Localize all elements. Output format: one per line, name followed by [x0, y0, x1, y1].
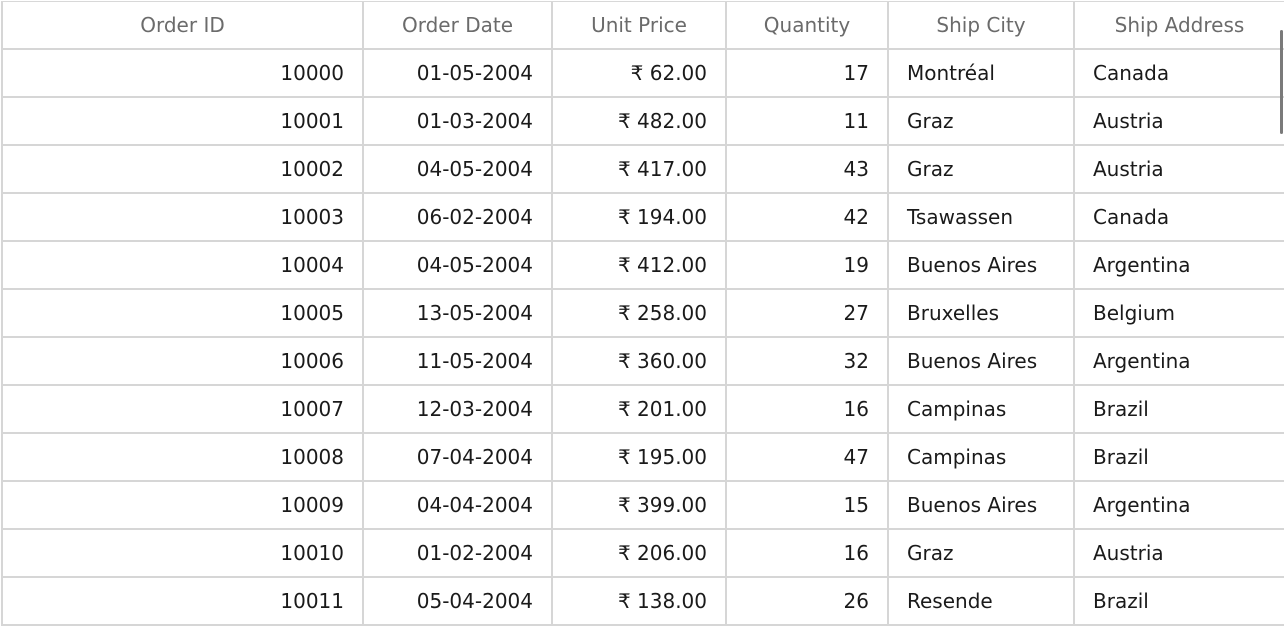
- cell-ship-address[interactable]: Brazil: [1075, 386, 1284, 434]
- cell-ship-city[interactable]: Graz: [889, 530, 1075, 578]
- cell-order-id[interactable]: 10002: [1, 146, 364, 194]
- cell-ship-city[interactable]: Bruxelles: [889, 290, 1075, 338]
- column-header-order-id[interactable]: Order ID: [1, 2, 364, 50]
- cell-ship-city[interactable]: Campinas: [889, 386, 1075, 434]
- cell-order-id[interactable]: 10001: [1, 98, 364, 146]
- cell-order-date[interactable]: 05-04-2004: [364, 578, 553, 626]
- table-row[interactable]: 10010 01-02-2004 ₹ 206.00 16 Graz Austria: [1, 530, 1284, 578]
- cell-order-date[interactable]: 04-04-2004: [364, 482, 553, 530]
- cell-ship-city[interactable]: Graz: [889, 146, 1075, 194]
- cell-quantity[interactable]: 17: [727, 50, 889, 98]
- table-row[interactable]: 10002 04-05-2004 ₹ 417.00 43 Graz Austria: [1, 146, 1284, 194]
- cell-order-date[interactable]: 01-05-2004: [364, 50, 553, 98]
- cell-quantity[interactable]: 43: [727, 146, 889, 194]
- cell-unit-price[interactable]: ₹ 201.00: [553, 386, 727, 434]
- cell-order-date[interactable]: 12-03-2004: [364, 386, 553, 434]
- header-row: Order ID Order Date Unit Price Quantity …: [1, 1, 1284, 50]
- cell-quantity[interactable]: 27: [727, 290, 889, 338]
- cell-unit-price[interactable]: ₹ 194.00: [553, 194, 727, 242]
- cell-unit-price[interactable]: ₹ 360.00: [553, 338, 727, 386]
- cell-unit-price[interactable]: ₹ 399.00: [553, 482, 727, 530]
- cell-order-id[interactable]: 10003: [1, 194, 364, 242]
- table-row[interactable]: 10000 01-05-2004 ₹ 62.00 17 Montréal Canada: [1, 50, 1284, 98]
- cell-order-date[interactable]: 01-02-2004: [364, 530, 553, 578]
- cell-ship-city[interactable]: Buenos Aires: [889, 338, 1075, 386]
- cell-order-id[interactable]: 10009: [1, 482, 364, 530]
- cell-quantity[interactable]: 15: [727, 482, 889, 530]
- cell-ship-address[interactable]: Brazil: [1075, 434, 1284, 482]
- column-header-unit-price[interactable]: Unit Price: [553, 2, 727, 50]
- cell-ship-address[interactable]: Belgium: [1075, 290, 1284, 338]
- table-row[interactable]: 10005 13-05-2004 ₹ 258.00 27 Bruxelles Belgiu…: [1, 290, 1284, 338]
- cell-ship-address[interactable]: Austria: [1075, 98, 1284, 146]
- cell-order-date[interactable]: 13-05-2004: [364, 290, 553, 338]
- cell-ship-city[interactable]: Resende: [889, 578, 1075, 626]
- cell-quantity[interactable]: 11: [727, 98, 889, 146]
- cell-unit-price[interactable]: ₹ 412.00: [553, 242, 727, 290]
- cell-unit-price[interactable]: ₹ 258.00: [553, 290, 727, 338]
- cell-ship-city[interactable]: Montréal: [889, 50, 1075, 98]
- vertical-scrollbar-thumb[interactable]: [1280, 30, 1283, 134]
- cell-ship-city[interactable]: Buenos Aires: [889, 482, 1075, 530]
- table-row[interactable]: 10004 04-05-2004 ₹ 412.00 19 Buenos Aires Arg…: [1, 242, 1284, 290]
- cell-ship-address[interactable]: Brazil: [1075, 578, 1284, 626]
- cell-unit-price[interactable]: ₹ 417.00: [553, 146, 727, 194]
- cell-order-id[interactable]: 10010: [1, 530, 364, 578]
- cell-ship-city[interactable]: Graz: [889, 98, 1075, 146]
- cell-order-id[interactable]: 10011: [1, 578, 364, 626]
- cell-quantity[interactable]: 16: [727, 386, 889, 434]
- cell-quantity[interactable]: 26: [727, 578, 889, 626]
- table-row[interactable]: 10006 11-05-2004 ₹ 360.00 32 Buenos Aires Arg…: [1, 338, 1284, 386]
- table-row[interactable]: 10008 07-04-2004 ₹ 195.00 47 Campinas Brazil: [1, 434, 1284, 482]
- cell-order-date[interactable]: 11-05-2004: [364, 338, 553, 386]
- cell-ship-city[interactable]: Buenos Aires: [889, 242, 1075, 290]
- cell-order-id[interactable]: 10004: [1, 242, 364, 290]
- cell-order-date[interactable]: 04-05-2004: [364, 242, 553, 290]
- cell-ship-address[interactable]: Austria: [1075, 146, 1284, 194]
- cell-order-id[interactable]: 10000: [1, 50, 364, 98]
- cell-unit-price[interactable]: ₹ 206.00: [553, 530, 727, 578]
- cell-order-id[interactable]: 10005: [1, 290, 364, 338]
- cell-unit-price[interactable]: ₹ 138.00: [553, 578, 727, 626]
- column-header-ship-city[interactable]: Ship City: [889, 2, 1075, 50]
- cell-quantity[interactable]: 19: [727, 242, 889, 290]
- cell-ship-address[interactable]: Argentina: [1075, 338, 1284, 386]
- cell-order-date[interactable]: 04-05-2004: [364, 146, 553, 194]
- table-row[interactable]: 10009 04-04-2004 ₹ 399.00 15 Buenos Aires Arg…: [1, 482, 1284, 530]
- cell-ship-address[interactable]: Argentina: [1075, 242, 1284, 290]
- cell-order-id[interactable]: 10006: [1, 338, 364, 386]
- cell-order-id[interactable]: 10008: [1, 434, 364, 482]
- cell-ship-address[interactable]: Canada: [1075, 194, 1284, 242]
- table-row[interactable]: 10001 01-03-2004 ₹ 482.00 11 Graz Austria: [1, 98, 1284, 146]
- cell-order-date[interactable]: 07-04-2004: [364, 434, 553, 482]
- column-header-ship-address[interactable]: Ship Address: [1075, 2, 1284, 50]
- cell-ship-address[interactable]: Canada: [1075, 50, 1284, 98]
- cell-order-date[interactable]: 06-02-2004: [364, 194, 553, 242]
- cell-unit-price[interactable]: ₹ 62.00: [553, 50, 727, 98]
- cell-quantity[interactable]: 47: [727, 434, 889, 482]
- cell-ship-address[interactable]: Argentina: [1075, 482, 1284, 530]
- column-header-order-date[interactable]: Order Date: [364, 2, 553, 50]
- cell-unit-price[interactable]: ₹ 482.00: [553, 98, 727, 146]
- cell-order-id[interactable]: 10007: [1, 386, 364, 434]
- table-row[interactable]: 10003 06-02-2004 ₹ 194.00 42 Tsawassen Canada: [1, 194, 1284, 242]
- cell-ship-city[interactable]: Campinas: [889, 434, 1075, 482]
- cell-unit-price[interactable]: ₹ 195.00: [553, 434, 727, 482]
- table-row[interactable]: 10007 12-03-2004 ₹ 201.00 16 Campinas Brazil: [1, 386, 1284, 434]
- cell-quantity[interactable]: 16: [727, 530, 889, 578]
- cell-order-date[interactable]: 01-03-2004: [364, 98, 553, 146]
- cell-ship-city[interactable]: Tsawassen: [889, 194, 1075, 242]
- cell-ship-address[interactable]: Austria: [1075, 530, 1284, 578]
- column-header-quantity[interactable]: Quantity: [727, 2, 889, 50]
- cell-quantity[interactable]: 32: [727, 338, 889, 386]
- table-row[interactable]: 10011 05-04-2004 ₹ 138.00 26 Resende Brazil: [1, 578, 1284, 626]
- cell-quantity[interactable]: 42: [727, 194, 889, 242]
